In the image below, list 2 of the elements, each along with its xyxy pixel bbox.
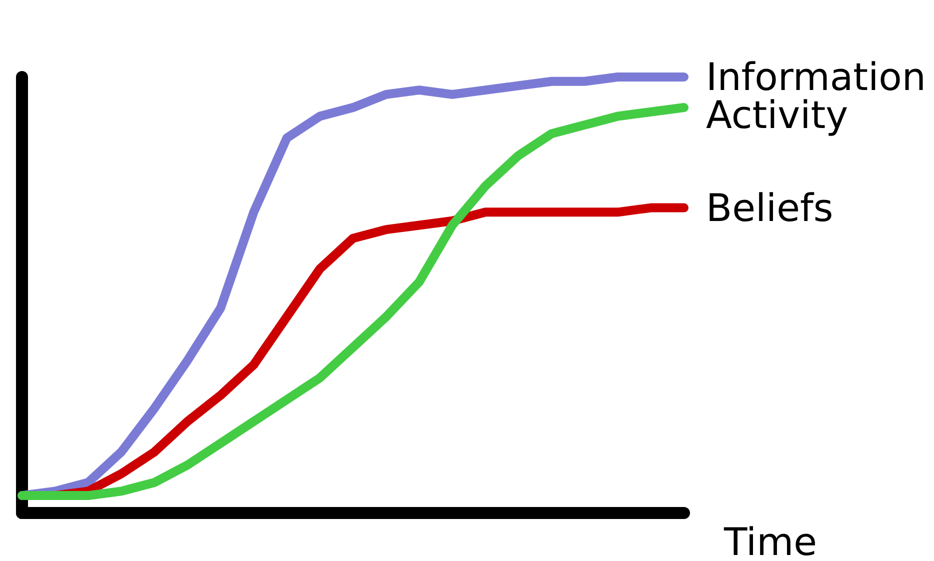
x-axis-title: Time xyxy=(723,520,817,561)
series-label: Beliefs xyxy=(706,186,834,230)
